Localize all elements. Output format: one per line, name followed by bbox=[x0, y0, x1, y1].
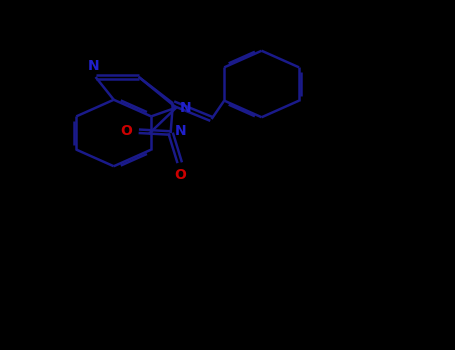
Text: N: N bbox=[174, 124, 186, 138]
Text: N: N bbox=[180, 101, 192, 115]
Text: O: O bbox=[120, 124, 132, 138]
Text: O: O bbox=[174, 168, 186, 182]
Text: N: N bbox=[87, 60, 99, 74]
